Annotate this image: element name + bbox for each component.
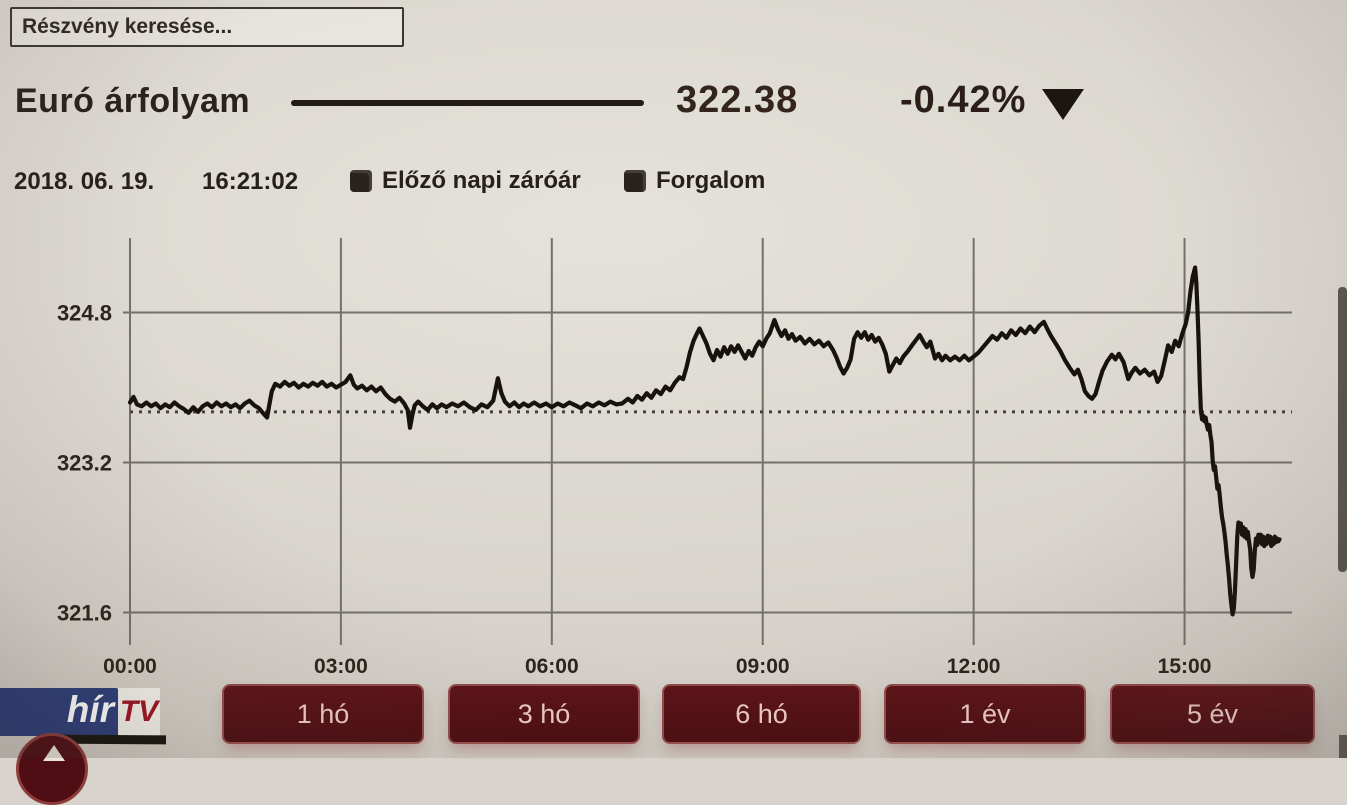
x-axis-label: 09:00 — [736, 655, 790, 678]
down-arrow-icon — [1042, 89, 1084, 120]
screen-edge-artifact — [1339, 735, 1347, 758]
logo-text-hir: hír — [66, 689, 114, 730]
price-value: 322.38 — [676, 79, 799, 121]
logo-tv-panel: TV — [118, 688, 160, 736]
logo-text-tv: TV — [119, 695, 159, 728]
x-axis-label: 03:00 — [314, 655, 368, 678]
change-percent: -0.42% — [900, 79, 1027, 121]
time-label: 16:21:02 — [202, 168, 299, 195]
checkbox-icon[interactable] — [350, 170, 372, 192]
search-input[interactable] — [10, 7, 404, 47]
up-arrow-icon — [43, 745, 65, 761]
legend-label: Előző napi záróár — [382, 167, 581, 194]
y-axis-label: 324.8 — [57, 301, 112, 326]
y-axis-label: 323.2 — [57, 451, 112, 476]
x-axis-label: 00:00 — [103, 655, 157, 678]
range-button-1yr[interactable]: 1 év — [884, 684, 1086, 744]
x-axis-label: 06:00 — [525, 655, 579, 678]
hirtv-logo: hír TV — [0, 686, 167, 805]
legend-item-prev-close[interactable]: Előző napi záróár — [350, 167, 581, 195]
date-label: 2018. 06. 19. — [14, 168, 155, 195]
range-button-3mo[interactable]: 3 hó — [448, 684, 640, 744]
logo-blue-panel: hír — [0, 688, 118, 736]
range-button-5yr[interactable]: 5 év — [1110, 684, 1315, 744]
series-indicator-line — [291, 100, 644, 106]
x-axis-label: 15:00 — [1158, 655, 1212, 678]
photo-background — [0, 0, 1347, 758]
legend-label: Forgalom — [656, 167, 766, 194]
y-axis-label: 321.6 — [57, 601, 112, 626]
price-line — [127, 265, 1282, 617]
page-title: Euró árfolyam — [15, 82, 251, 120]
screen-edge-artifact — [1338, 287, 1347, 572]
legend-item-volume[interactable]: Forgalom — [624, 167, 765, 195]
checkbox-icon[interactable] — [624, 170, 646, 192]
price-chart: 00:00 03:00 06:00 09:00 12:00 15:00 324.8 323.2… — [57, 238, 1292, 678]
x-axis-label: 12:00 — [947, 655, 1001, 678]
logo-badge-circle — [16, 733, 88, 805]
range-button-6mo[interactable]: 6 hó — [662, 684, 861, 744]
range-button-1mo[interactable]: 1 hó — [222, 684, 424, 744]
